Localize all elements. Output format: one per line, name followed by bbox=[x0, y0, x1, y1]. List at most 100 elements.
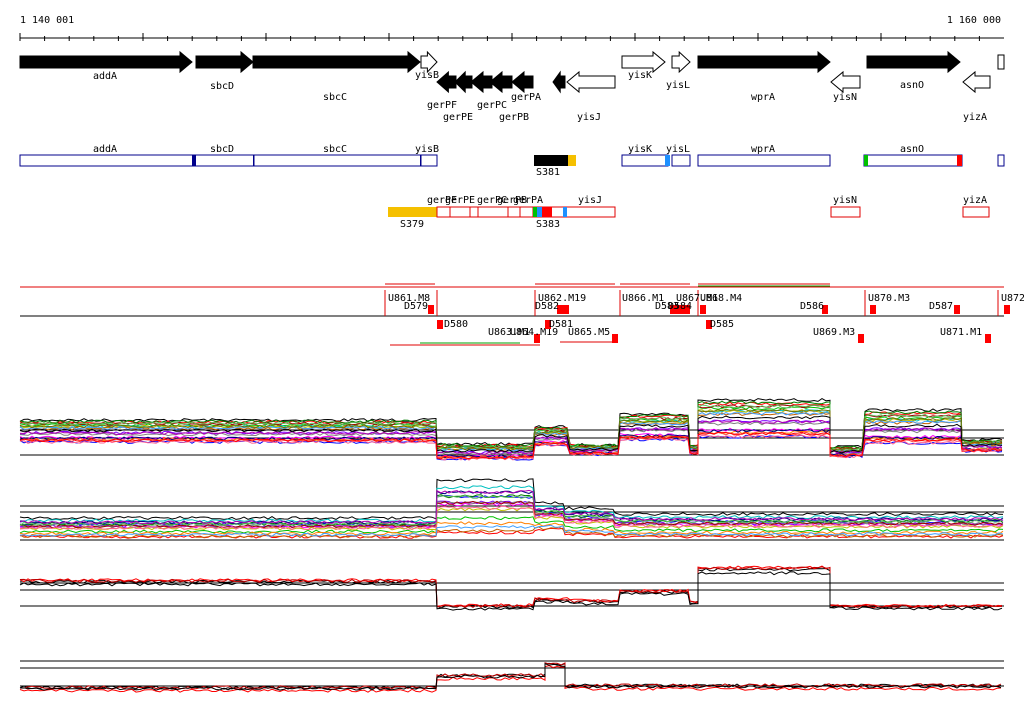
transcript-marker bbox=[954, 305, 960, 314]
expression-trace bbox=[19, 419, 1003, 455]
transcript-label: D582 bbox=[535, 301, 559, 312]
transcript-label: U870.M3 bbox=[868, 293, 910, 304]
transcript-label: D580 bbox=[444, 319, 468, 330]
transcript-label: U861.M8 bbox=[388, 293, 430, 304]
expression-trace bbox=[19, 665, 1002, 693]
transcript-label: D584 bbox=[668, 301, 692, 312]
gene-label: gerPF bbox=[427, 100, 457, 111]
gene-label: yisN bbox=[833, 92, 857, 103]
gene-label: wprA bbox=[751, 92, 775, 103]
gene-label: yisB bbox=[415, 70, 439, 81]
transcript-label: D587 bbox=[929, 301, 953, 312]
ruler-start: 1 140 001 bbox=[20, 15, 74, 26]
expression-trace bbox=[19, 524, 1004, 537]
annotation-fill bbox=[534, 155, 568, 166]
transcript-label: D583 bbox=[655, 301, 679, 312]
gene-label: sbcD bbox=[210, 81, 234, 92]
transcript-marker bbox=[563, 305, 569, 314]
expression-trace bbox=[19, 400, 1003, 450]
expression-trace bbox=[19, 408, 1003, 452]
segment-box bbox=[436, 206, 616, 218]
transcript-label: U868.M4 bbox=[700, 293, 742, 304]
gene-label: yisK bbox=[628, 70, 652, 81]
gene-label: gerPA bbox=[511, 92, 541, 103]
transcript-label: D579 bbox=[404, 301, 428, 312]
transcript-marker bbox=[700, 305, 706, 314]
transcript-label: U863.M1 bbox=[488, 327, 530, 338]
segment-label: S383 bbox=[536, 219, 560, 230]
segment-label: gerPA bbox=[513, 195, 543, 206]
gene-label: asnO bbox=[900, 80, 924, 91]
annotation-box bbox=[621, 154, 669, 167]
gene-label: gerPE bbox=[443, 112, 473, 123]
gene-arrow bbox=[511, 70, 534, 94]
gene-arrow bbox=[489, 70, 513, 94]
segment-fill bbox=[537, 207, 542, 217]
annotation-label: sbcC bbox=[323, 144, 347, 155]
expression-trace bbox=[19, 516, 1004, 534]
ruler-end: 1 160 000 bbox=[947, 15, 1001, 26]
segment-label: yisN bbox=[833, 195, 857, 206]
gene-label: sbcC bbox=[323, 92, 347, 103]
gene-arrow bbox=[19, 50, 193, 74]
transcript-marker bbox=[680, 305, 686, 314]
expression-trace bbox=[19, 489, 1004, 525]
annotation-label: wprA bbox=[751, 144, 775, 155]
gene-arrow bbox=[962, 70, 991, 94]
segment-label: gerPE bbox=[445, 195, 475, 206]
transcript-label: U866.M1 bbox=[622, 293, 664, 304]
gene-label: gerPB bbox=[499, 112, 529, 123]
expression-trace bbox=[19, 662, 1002, 691]
expression-trace bbox=[19, 485, 1004, 523]
transcript-label: U869.M3 bbox=[813, 327, 855, 338]
gene-label: yisJ bbox=[577, 112, 601, 123]
gene-arrow bbox=[621, 50, 666, 74]
expression-trace bbox=[19, 494, 1004, 526]
gene-arrow bbox=[454, 70, 473, 94]
transcript-marker bbox=[1004, 305, 1010, 314]
transcript-label: U872 bbox=[1001, 293, 1024, 304]
segment-box bbox=[962, 206, 990, 218]
transcript-label: D585 bbox=[710, 319, 734, 330]
gene-arrow bbox=[866, 50, 961, 74]
transcript-label: U871.M1 bbox=[940, 327, 982, 338]
gene-arrow bbox=[195, 50, 254, 74]
gene-arrow bbox=[420, 50, 438, 74]
transcript-marker bbox=[557, 305, 563, 314]
gene-arrow bbox=[470, 70, 493, 94]
gene-arrow bbox=[566, 70, 616, 94]
segment-label: gerPB bbox=[497, 195, 527, 206]
annotation-fill bbox=[864, 155, 868, 166]
expression-trace bbox=[19, 567, 1003, 609]
gene-box bbox=[997, 54, 1005, 70]
annotation-box bbox=[697, 154, 831, 167]
segment-label: gerPC bbox=[477, 195, 507, 206]
expression-trace bbox=[19, 431, 1003, 460]
segment-label: yizA bbox=[963, 195, 987, 206]
gene-arrow bbox=[436, 70, 457, 94]
transcript-label: U867.M1 bbox=[676, 293, 718, 304]
expression-trace bbox=[19, 404, 1003, 451]
gene-arrow bbox=[552, 70, 566, 94]
expression-trace bbox=[19, 571, 1003, 611]
transcript-label: U865.M5 bbox=[568, 327, 610, 338]
annotation-label: yisB bbox=[415, 144, 439, 155]
annotation-box bbox=[19, 154, 438, 167]
transcript-marker bbox=[670, 305, 676, 314]
annotation-box bbox=[671, 154, 691, 167]
expression-trace bbox=[19, 415, 1002, 454]
expression-trace bbox=[19, 411, 1003, 453]
annotation-fill bbox=[568, 155, 576, 166]
gene-label: gerPC bbox=[477, 100, 507, 111]
transcript-marker bbox=[676, 305, 682, 314]
segment-label: S379 bbox=[400, 219, 424, 230]
segment-label: yisJ bbox=[578, 195, 602, 206]
gene-label: yizA bbox=[963, 112, 987, 123]
expression-trace bbox=[19, 398, 1003, 449]
annotation-label: asnO bbox=[900, 144, 924, 155]
gene-label: addA bbox=[93, 71, 117, 82]
segment-label: gerPF bbox=[427, 195, 457, 206]
annotation-divider bbox=[420, 155, 422, 166]
transcript-marker bbox=[612, 334, 618, 343]
